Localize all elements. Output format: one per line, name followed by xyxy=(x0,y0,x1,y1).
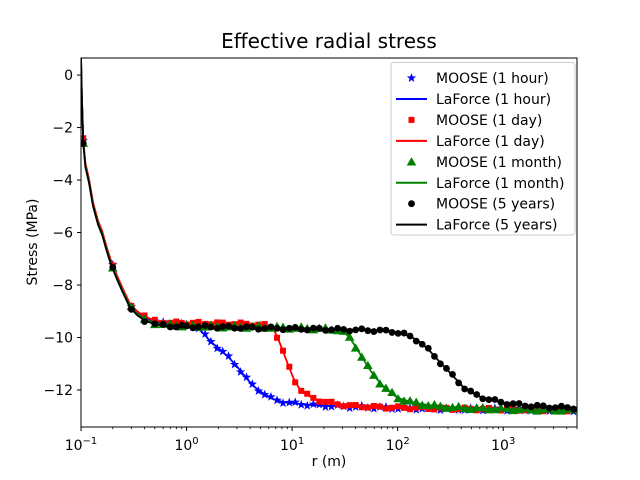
circle-marker xyxy=(545,404,553,412)
legend-label: MOOSE (5 years) xyxy=(436,197,555,213)
y-axis-label: Stress (MPa) xyxy=(25,198,41,286)
star-marker xyxy=(406,73,417,82)
chart-title: Effective radial stress xyxy=(221,29,437,53)
x-tick-label: 102 xyxy=(386,436,410,454)
plot-area xyxy=(81,58,577,416)
legend-entry: MOOSE (1 month) xyxy=(406,155,562,171)
square-marker xyxy=(370,402,377,409)
star-marker xyxy=(223,351,234,360)
y-axis: 0 −2 −4 −6 −8 −10 −12 xyxy=(43,68,81,399)
legend-entry: MOOSE (1 hour) xyxy=(406,71,549,87)
circle-marker xyxy=(267,323,275,331)
x-tick-label: 101 xyxy=(280,436,304,454)
legend-frame xyxy=(390,62,576,236)
y-tick-label: −8 xyxy=(52,278,73,294)
legend-entry: LaForce (5 years) xyxy=(396,218,558,234)
circle-marker xyxy=(201,322,209,329)
legend: MOOSE (1 hour) LaForce (1 hour) MOOSE (1 d… xyxy=(390,62,576,236)
star-marker xyxy=(241,372,252,382)
square-marker xyxy=(395,403,402,410)
y-tick-label: −2 xyxy=(52,121,73,137)
circle-marker xyxy=(515,400,523,407)
circle-marker xyxy=(243,323,250,331)
square-marker xyxy=(195,318,202,325)
star-marker xyxy=(200,329,210,339)
square-marker xyxy=(352,401,359,408)
triangle-marker xyxy=(406,157,417,166)
circle-marker xyxy=(291,324,299,331)
legend-label: MOOSE (1 month) xyxy=(436,155,562,171)
series-laforce-1-day xyxy=(81,58,577,412)
circle-marker xyxy=(279,326,287,334)
circle-marker xyxy=(255,325,262,333)
legend-label: MOOSE (1 hour) xyxy=(436,71,549,87)
square-marker xyxy=(316,398,323,405)
circle-marker xyxy=(346,327,354,335)
legend-label: LaForce (1 day) xyxy=(436,134,545,150)
legend-entry: MOOSE (5 years) xyxy=(408,197,555,213)
circle-marker xyxy=(303,326,311,334)
legend-entry: MOOSE (1 day) xyxy=(408,113,542,129)
x-tick-label: 10−1 xyxy=(65,436,98,454)
x-axis-label: r (m) xyxy=(311,454,347,470)
circle-marker xyxy=(370,328,378,335)
square-marker xyxy=(407,406,414,413)
y-tick-label: −6 xyxy=(52,226,73,242)
star-marker xyxy=(308,399,319,409)
x-tick-label: 103 xyxy=(491,436,515,454)
square-marker xyxy=(304,390,311,397)
y-tick-label: −10 xyxy=(43,331,73,347)
series-laforce-5-years xyxy=(81,58,577,409)
square-marker xyxy=(340,403,347,410)
star-marker xyxy=(266,391,276,401)
square-marker xyxy=(382,405,389,412)
y-tick-label: −12 xyxy=(43,383,73,399)
legend-label: LaForce (5 years) xyxy=(436,218,558,234)
square-marker xyxy=(237,319,244,326)
star-marker xyxy=(290,397,300,407)
square-marker xyxy=(431,406,438,413)
circle-marker xyxy=(322,326,329,334)
triangle-marker xyxy=(387,387,397,396)
x-axis: 10−1 100 101 102 103 xyxy=(65,427,578,454)
circle-marker xyxy=(408,200,415,208)
circle-marker xyxy=(225,322,232,330)
circle-marker xyxy=(334,324,342,332)
y-tick-label: −4 xyxy=(52,173,73,189)
axes-frame xyxy=(80,57,578,428)
x-tick-label: 100 xyxy=(174,436,198,454)
square-marker xyxy=(408,116,415,123)
legend-label: MOOSE (1 day) xyxy=(436,113,542,129)
legend-entry: LaForce (1 month) xyxy=(396,176,564,192)
square-marker xyxy=(328,398,335,405)
legend-entry: LaForce (1 hour) xyxy=(396,92,551,108)
circle-marker xyxy=(358,325,366,333)
legend-label: LaForce (1 hour) xyxy=(436,92,551,108)
legend-label: LaForce (1 month) xyxy=(436,176,564,192)
legend-entry: LaForce (1 day) xyxy=(396,134,545,150)
y-tick-label: 0 xyxy=(64,68,73,84)
circle-marker xyxy=(570,405,577,413)
circle-marker xyxy=(558,402,565,410)
